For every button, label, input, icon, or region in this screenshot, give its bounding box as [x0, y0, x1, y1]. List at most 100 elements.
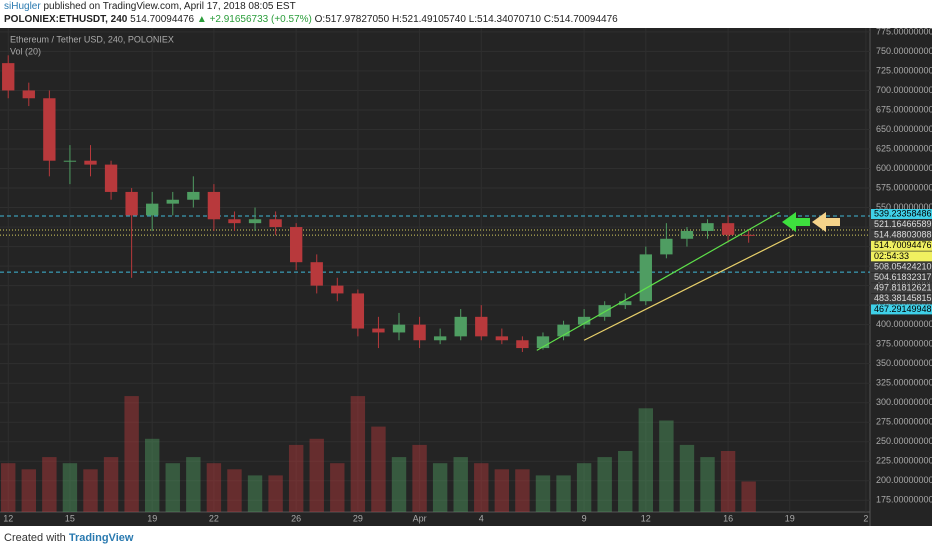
y-tick-label: 275.00000000 [876, 417, 932, 427]
price-label: 514.70094476 [874, 240, 932, 250]
volume-bar [330, 463, 345, 512]
chart-bg [0, 28, 932, 526]
candle-body [2, 63, 15, 91]
candle-body [331, 285, 344, 294]
trend-line [583, 234, 795, 341]
candle-body [248, 219, 262, 224]
chart: Ethereum / Tether USD, 240, POLONIEX Vol… [0, 28, 932, 526]
candle-body [639, 254, 652, 302]
y-tick-label: 325.00000000 [876, 378, 932, 388]
price-label-bg [871, 251, 932, 262]
price-label: 521.16466589 [874, 219, 932, 229]
x-tick-label: 12 [3, 513, 13, 523]
price-label-bg [871, 230, 932, 241]
user[interactable]: siHugler [4, 1, 41, 12]
y-tick-label: 550.00000000 [876, 202, 932, 212]
close: C:514.70094476 [543, 14, 618, 25]
y-tick-label: 700.00000000 [876, 85, 932, 95]
volume-bar [391, 457, 407, 512]
volume-bar [700, 457, 715, 512]
volume-bar [412, 444, 427, 512]
plot [0, 28, 870, 512]
x-tick-label: 2 [863, 513, 868, 523]
candle-body [351, 293, 365, 329]
created-with: Created with [4, 532, 66, 544]
price-label: 504.61832317 [874, 272, 932, 282]
candle-body [187, 191, 200, 200]
candle-body [392, 324, 406, 333]
y-tick-label: 200.00000000 [876, 475, 932, 485]
volume-bar [145, 438, 160, 512]
candle-body [536, 336, 550, 349]
volume-bar [268, 475, 283, 512]
volume-bar [494, 469, 510, 512]
ohlc-line: POLONIEX:ETHUSDT, 240 514.70094476 ▲ +2.… [0, 13, 932, 26]
y-tick-label: 600.00000000 [876, 163, 932, 173]
y-tick-label: 750.00000000 [876, 46, 932, 56]
candle-body [433, 336, 447, 341]
y-tick-label: 725.00000000 [876, 65, 932, 75]
header: siHugler published on TradingView.com, A… [0, 0, 932, 28]
publish-line: siHugler published on TradingView.com, A… [0, 0, 932, 13]
y-tick-label: 250.00000000 [876, 436, 932, 446]
y-tick-label: 375.00000000 [876, 339, 932, 349]
volume-bar [62, 463, 78, 512]
volume-bar [432, 463, 448, 512]
footer: Created with TradingView [0, 526, 932, 550]
price-label-bg [871, 272, 932, 283]
volume-bar [638, 408, 654, 512]
volume-bar [83, 469, 98, 512]
symbol: POLONIEX:ETHUSDT, 240 [4, 14, 128, 25]
candle-body [454, 316, 467, 337]
price-label: 497.81812621 [874, 283, 932, 293]
candle-body [742, 234, 755, 236]
arrow-yellow [812, 212, 840, 232]
price-label-bg [871, 219, 932, 230]
volume-bar [21, 469, 36, 512]
brand[interactable]: TradingView [68, 532, 134, 544]
candle-body [22, 90, 35, 99]
volume-bar [618, 451, 633, 512]
candle-body [701, 223, 714, 231]
candle-body [598, 305, 611, 317]
volume-bar [515, 469, 530, 512]
y-tick-label: 400.00000000 [876, 319, 932, 329]
price-label: 514.48803088 [874, 230, 932, 240]
price-label-bg [871, 240, 932, 251]
candle-body [43, 98, 56, 161]
x-tick-label: 9 [582, 513, 587, 523]
candle-body [310, 262, 323, 286]
x-tick-label: 19 [785, 513, 795, 523]
volume-bar [535, 475, 551, 512]
x-tick-label: 15 [65, 513, 75, 523]
price-label: 467.29149948 [874, 304, 932, 314]
x-tick-label: 12 [641, 513, 651, 523]
volume-bar [576, 463, 592, 512]
candle-body [166, 199, 179, 204]
candle-body [125, 191, 138, 216]
candle-body [207, 191, 221, 220]
candle-body [660, 238, 673, 255]
volume-bar [165, 463, 180, 512]
y-tick-label: 575.00000000 [876, 182, 932, 192]
trend-line [536, 211, 780, 351]
volume-bar [720, 451, 736, 512]
publish-info: published on TradingView.com, April 17, … [43, 1, 296, 12]
y-tick-label: 625.00000000 [876, 143, 932, 153]
low: L:514.34070710 [468, 14, 541, 25]
y-tick-label: 225.00000000 [876, 456, 932, 466]
candle-body [290, 227, 303, 263]
candle-body [721, 223, 735, 235]
x-tick-label: 26 [291, 513, 301, 523]
y-tick-label: 650.00000000 [876, 124, 932, 134]
candle-body [516, 340, 529, 349]
x-tick-label: 19 [147, 513, 157, 523]
candle-body [680, 230, 694, 239]
candle-body [475, 316, 488, 337]
price-label-bg [871, 293, 932, 304]
candle-body [63, 160, 77, 162]
candle-body [577, 316, 591, 325]
chart-title: Ethereum / Tether USD, 240, POLONIEX [10, 34, 174, 44]
y-tick-label: 675.00000000 [876, 104, 932, 114]
